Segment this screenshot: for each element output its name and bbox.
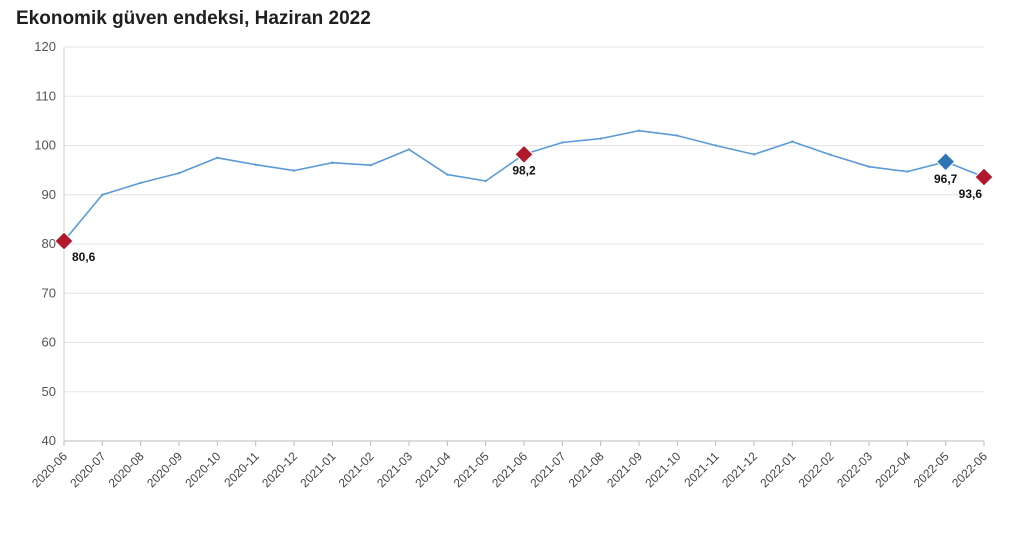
gridlines <box>64 46 984 442</box>
highlight-marker <box>54 231 74 251</box>
x-tick-label: 2022-03 <box>834 449 875 490</box>
y-tick-label: 80 <box>42 236 56 251</box>
data-point <box>791 140 794 143</box>
data-point <box>484 179 487 183</box>
x-tick-label: 2022-04 <box>872 449 913 490</box>
y-tick-label: 50 <box>42 384 56 399</box>
x-tick-label: 2021-01 <box>297 449 338 490</box>
data-point <box>752 153 756 156</box>
x-tick-label: 2020-08 <box>106 449 147 490</box>
data-point <box>906 170 909 173</box>
data-label: 96,7 <box>934 172 958 186</box>
x-tick-label: 2021-08 <box>566 449 607 490</box>
y-tick-label: 90 <box>42 187 56 202</box>
x-tick-label: 2021-07 <box>527 449 568 490</box>
x-tick-label: 2022-05 <box>911 449 952 490</box>
data-point <box>407 148 411 151</box>
x-axis: 2020-062020-072020-082020-092020-102020-… <box>29 440 990 490</box>
data-point <box>177 171 181 175</box>
x-tick-label: 2021-09 <box>604 449 645 490</box>
data-point <box>829 153 832 157</box>
highlight-markers: 80,6 98,2 96,793,6 <box>54 144 994 264</box>
x-tick-label: 2020-06 <box>29 449 70 490</box>
x-tick-label: 2021-10 <box>642 449 683 490</box>
y-tick-label: 100 <box>34 138 56 153</box>
y-tick-label: 40 <box>42 433 56 448</box>
data-point <box>637 129 641 132</box>
x-tick-label: 2022-02 <box>796 449 837 490</box>
x-tick-label: 2021-11 <box>681 449 722 490</box>
data-label: 80,6 <box>72 250 96 264</box>
data-point <box>331 161 334 164</box>
data-label: 98,2 <box>512 163 536 177</box>
y-tick-label: 110 <box>35 88 56 103</box>
highlight-marker <box>935 152 956 172</box>
x-tick-label: 2021-03 <box>374 449 415 490</box>
x-tick-label: 2021-06 <box>489 449 530 490</box>
data-point <box>676 134 679 137</box>
y-tick-label: 70 <box>42 285 56 300</box>
highlight-marker <box>974 167 994 187</box>
x-tick-label: 2020-09 <box>144 449 185 490</box>
data-point <box>101 193 104 196</box>
x-tick-label: 2021-04 <box>412 449 453 490</box>
data-point <box>867 165 871 168</box>
x-tick-label: 2021-12 <box>719 449 760 490</box>
data-point <box>599 137 602 140</box>
x-tick-label: 2021-05 <box>451 449 492 490</box>
x-tick-label: 2020-12 <box>259 449 300 490</box>
y-tick-label: 120 <box>34 39 56 54</box>
x-tick-label: 2021-02 <box>336 449 377 490</box>
x-tick-label: 2020-10 <box>182 449 223 490</box>
data-point <box>216 156 219 160</box>
x-tick-label: 2022-06 <box>949 449 990 490</box>
data-point <box>254 163 257 166</box>
x-tick-label: 2020-11 <box>221 449 262 490</box>
data-point <box>139 181 142 185</box>
y-tick-label: 60 <box>42 335 56 350</box>
data-point <box>561 141 564 144</box>
x-tick-label: 2022-01 <box>757 449 798 490</box>
data-point <box>446 173 449 176</box>
data-label: 93,6 <box>959 187 983 201</box>
highlight-marker <box>514 144 534 165</box>
x-tick-label: 2020-07 <box>67 449 108 490</box>
data-point <box>292 169 296 172</box>
chart-title: Ekonomik güven endeksi, Haziran 2022 <box>16 8 371 29</box>
data-point <box>369 164 372 167</box>
data-point <box>714 144 717 147</box>
